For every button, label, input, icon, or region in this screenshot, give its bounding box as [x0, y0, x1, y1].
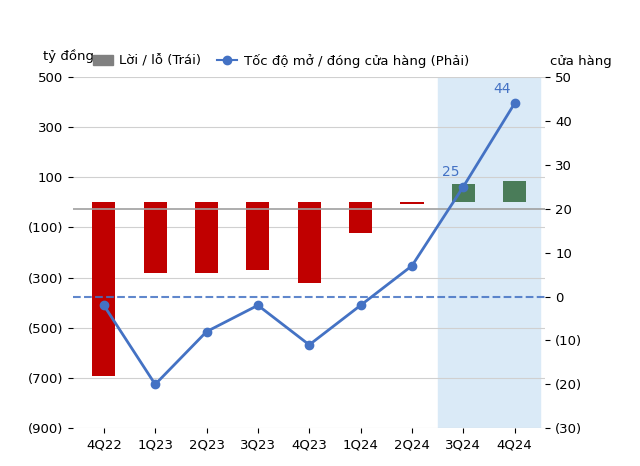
Bar [349, 202, 372, 233]
Bar [143, 202, 167, 273]
Bar [401, 202, 424, 204]
Bar [438, 77, 540, 428]
Bar [298, 202, 321, 283]
Text: 44: 44 [493, 82, 511, 96]
Bar [503, 181, 526, 202]
Legend: Lời / lỗ (Trái), Tốc độ mở / đóng cửa hàng (Phải): Lời / lỗ (Trái), Tốc độ mở / đóng cửa hà… [88, 48, 474, 73]
Y-axis label: tỷ đồng: tỷ đồng [43, 49, 94, 63]
Bar [452, 184, 475, 202]
Y-axis label: cửa hàng: cửa hàng [550, 55, 612, 68]
Bar [195, 202, 218, 273]
Bar [92, 202, 115, 376]
Text: 25: 25 [442, 165, 460, 179]
Bar [246, 202, 269, 270]
